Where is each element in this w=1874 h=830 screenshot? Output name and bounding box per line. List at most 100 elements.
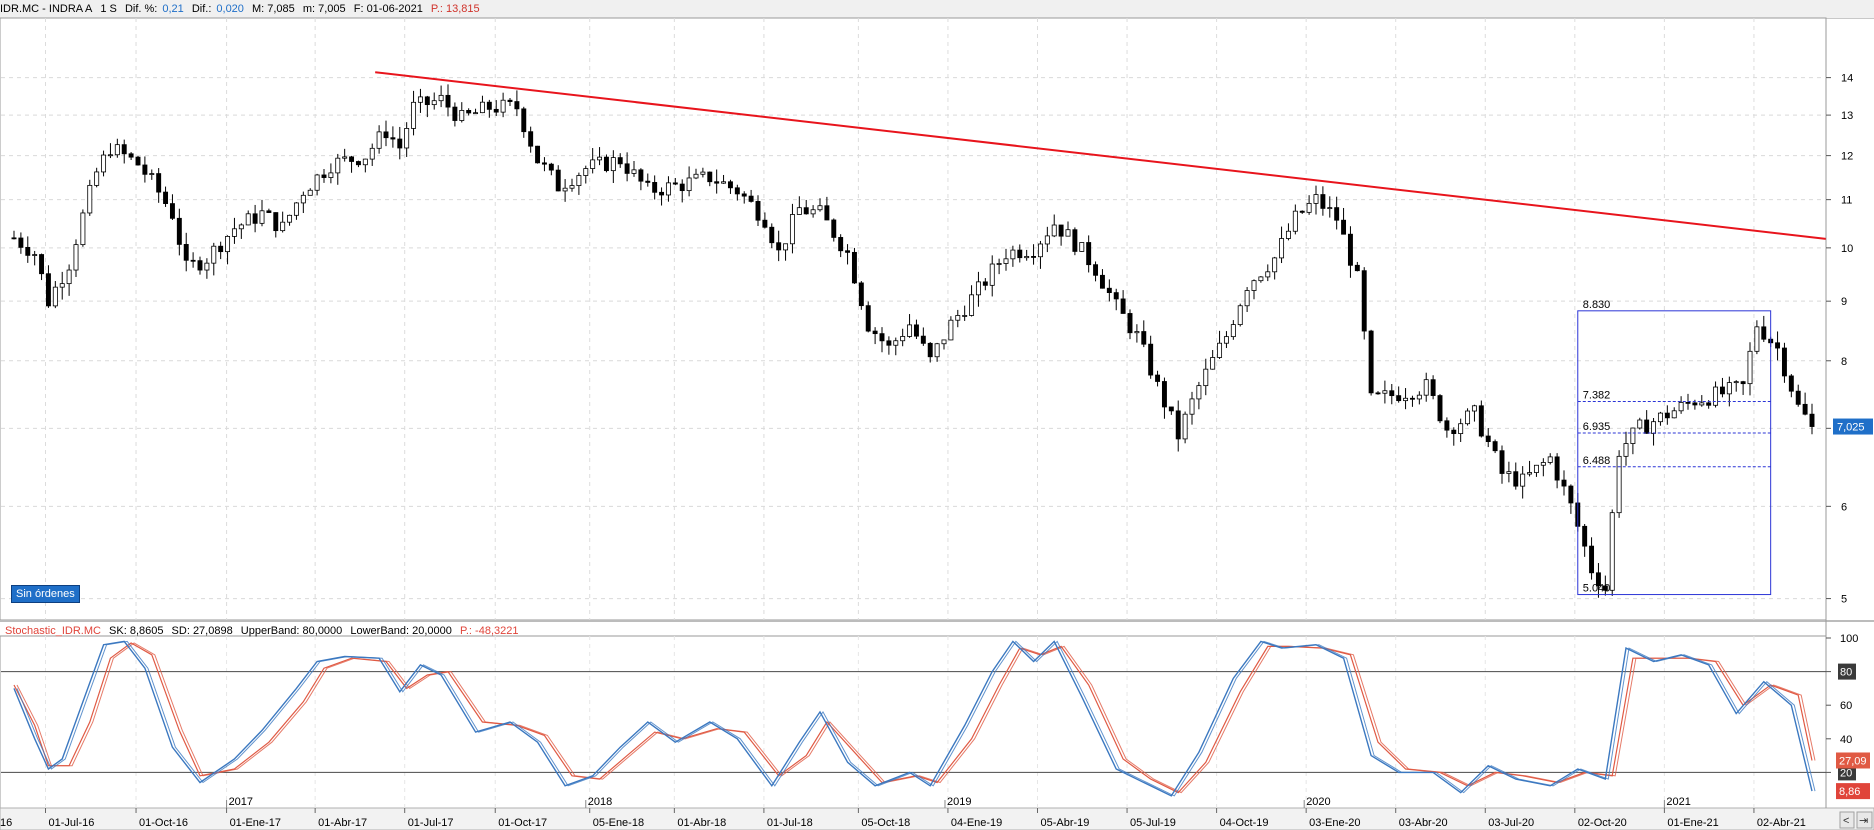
candle-up[interactable] — [1203, 368, 1209, 387]
candle-down[interactable] — [1155, 374, 1161, 382]
resistance-trendline[interactable] — [375, 71, 1826, 240]
candle-down[interactable] — [252, 213, 258, 224]
timeframe-label[interactable]: 1 S — [100, 3, 117, 15]
candle-up[interactable] — [1230, 324, 1236, 338]
candle-up[interactable] — [948, 319, 954, 341]
candle-up[interactable] — [1010, 249, 1016, 260]
candle-down[interactable] — [1554, 456, 1560, 481]
candle-down[interactable] — [1113, 292, 1119, 300]
candle-down[interactable] — [1761, 326, 1767, 340]
candle-down[interactable] — [652, 182, 658, 193]
candle-down[interactable] — [528, 131, 534, 147]
candle-up[interactable] — [80, 212, 86, 246]
candle-up[interactable] — [1134, 331, 1140, 334]
candle-up[interactable] — [1258, 276, 1264, 282]
candle-down[interactable] — [1127, 313, 1133, 334]
candle-down[interactable] — [645, 180, 651, 183]
candle-down[interactable] — [1781, 347, 1787, 377]
candle-down[interactable] — [776, 242, 782, 251]
candle-up[interactable] — [149, 173, 155, 175]
candle-up[interactable] — [459, 110, 465, 121]
candle-down[interactable] — [1093, 264, 1099, 276]
candle-down[interactable] — [617, 157, 623, 165]
candle-up[interactable] — [693, 173, 699, 179]
candle-down[interactable] — [707, 171, 713, 183]
candle-down[interactable] — [1664, 412, 1670, 419]
candle-up[interactable] — [1657, 412, 1663, 423]
candle-up[interactable] — [686, 177, 692, 192]
candle-up[interactable] — [238, 224, 244, 230]
candle-up[interactable] — [900, 336, 906, 342]
time-axis[interactable] — [0, 807, 1874, 830]
candle-down[interactable] — [25, 246, 31, 256]
candle-down[interactable] — [321, 174, 327, 178]
candle-down[interactable] — [466, 110, 472, 114]
candle-up[interactable] — [975, 281, 981, 296]
candle-up[interactable] — [1210, 357, 1216, 370]
candle-up[interactable] — [583, 168, 589, 176]
candle-down[interactable] — [886, 340, 892, 346]
candle-down[interactable] — [762, 219, 768, 228]
candle-down[interactable] — [1430, 379, 1436, 396]
candle-up[interactable] — [610, 157, 616, 172]
candle-up[interactable] — [225, 236, 231, 253]
candle-down[interactable] — [879, 333, 885, 342]
candle-down[interactable] — [1788, 375, 1794, 392]
candle-down[interactable] — [1320, 194, 1326, 209]
candle-down[interactable] — [1595, 572, 1601, 587]
candle-down[interactable] — [1692, 402, 1698, 406]
candle-down[interactable] — [349, 156, 355, 162]
candle-down[interactable] — [1802, 403, 1808, 415]
candle-down[interactable] — [824, 205, 830, 221]
candle-down[interactable] — [135, 156, 141, 166]
candle-up[interactable] — [1051, 224, 1057, 237]
candle-down[interactable] — [1513, 471, 1519, 487]
candle-up[interactable] — [1313, 194, 1319, 204]
candle-up[interactable] — [631, 169, 637, 174]
candle-up[interactable] — [245, 213, 251, 226]
candle-up[interactable] — [411, 101, 417, 129]
candle-down[interactable] — [1120, 298, 1126, 314]
candle-down[interactable] — [1354, 264, 1360, 272]
candle-up[interactable] — [204, 262, 210, 271]
candle-up[interactable] — [231, 228, 237, 237]
candle-up[interactable] — [576, 175, 582, 186]
candle-up[interactable] — [1044, 235, 1050, 245]
candle-up[interactable] — [934, 343, 940, 358]
candle-down[interactable] — [197, 260, 203, 271]
candle-down[interactable] — [845, 250, 851, 253]
candle-down[interactable] — [872, 330, 878, 335]
candle-down[interactable] — [1499, 450, 1505, 474]
candle-up[interactable] — [893, 340, 899, 346]
candle-up[interactable] — [1465, 410, 1471, 425]
candle-down[interactable] — [548, 163, 554, 171]
candle-up[interactable] — [569, 185, 575, 189]
candle-up[interactable] — [1024, 256, 1030, 259]
stoch-sk-line[interactable] — [13, 640, 1813, 797]
candle-up[interactable] — [1382, 390, 1388, 394]
candle-down[interactable] — [1072, 229, 1078, 252]
candle-up[interactable] — [1065, 229, 1071, 237]
candle-up[interactable] — [1182, 413, 1188, 440]
candle-down[interactable] — [603, 156, 609, 172]
candle-down[interactable] — [1368, 330, 1374, 394]
candle-down[interactable] — [45, 273, 51, 307]
candle-up[interactable] — [1540, 462, 1546, 466]
candle-up[interactable] — [1630, 427, 1636, 444]
candle-up[interactable] — [989, 263, 995, 286]
candle-up[interactable] — [1651, 421, 1657, 434]
candle-down[interactable] — [831, 219, 837, 238]
candle-down[interactable] — [1031, 256, 1037, 258]
candle-down[interactable] — [128, 153, 134, 158]
candle-down[interactable] — [714, 181, 720, 184]
candle-down[interactable] — [982, 281, 988, 286]
candle-up[interactable] — [1713, 386, 1719, 406]
candle-down[interactable] — [638, 169, 644, 182]
candle-up[interactable] — [369, 147, 375, 160]
candle-up[interactable] — [1251, 280, 1257, 291]
candle-up[interactable] — [1265, 271, 1271, 278]
candle-up[interactable] — [962, 315, 968, 317]
candle-down[interactable] — [445, 94, 451, 108]
candle-up[interactable] — [1699, 402, 1705, 406]
